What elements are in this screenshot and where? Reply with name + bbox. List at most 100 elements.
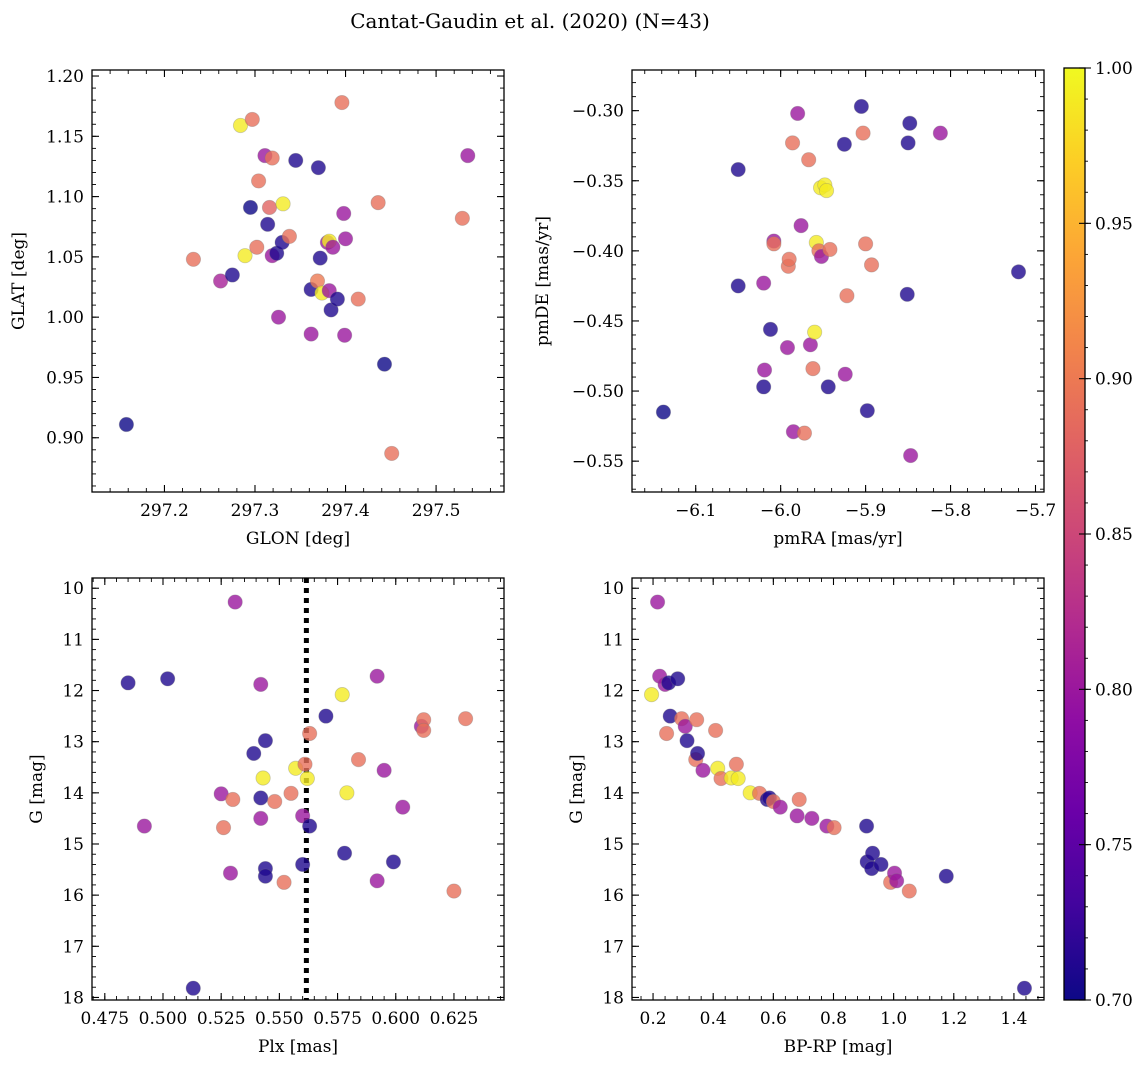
data-point — [253, 810, 269, 827]
data-point — [227, 594, 243, 610]
colorbar-gradient — [1064, 68, 1085, 1000]
x-tick-label: 0.600 — [371, 1009, 420, 1029]
data-point — [801, 152, 817, 168]
data-point — [334, 687, 350, 703]
x-tick-label: 0.4 — [700, 1009, 727, 1029]
y-axis-label: G [mag] — [27, 754, 47, 823]
y-tick-label: 1.15 — [46, 127, 84, 147]
data-point — [212, 273, 229, 289]
x-tick-label: 0.6 — [760, 1009, 787, 1029]
plot-area-sky — [118, 94, 476, 462]
y-tick-label: 11 — [62, 630, 84, 650]
data-point — [237, 248, 253, 264]
x-axis-label: GLON [deg] — [246, 529, 350, 549]
data-point — [246, 745, 262, 762]
data-point — [261, 199, 278, 216]
data-point — [303, 326, 319, 342]
x-axis-label: BP-RP [mag] — [784, 1037, 893, 1057]
x-axis-label: pmRA [mas/yr] — [773, 529, 902, 549]
data-point — [302, 725, 318, 742]
y-tick-label: 1.10 — [46, 188, 84, 208]
data-point — [457, 711, 474, 727]
data-point — [779, 339, 796, 356]
data-point — [251, 173, 267, 189]
data-point — [864, 845, 881, 861]
data-point — [276, 874, 292, 890]
data-point — [336, 845, 353, 861]
data-point — [369, 873, 385, 889]
plot-area-plx — [120, 578, 474, 1000]
data-point — [215, 820, 232, 836]
data-point — [329, 291, 345, 307]
y-tick-label: −0.35 — [572, 172, 624, 192]
data-point — [818, 182, 835, 199]
figure-title: Cantat-Gaudin et al. (2020) (N=43) — [350, 9, 710, 33]
plot-area-cmd — [643, 594, 1033, 996]
data-point — [679, 733, 695, 749]
y-tick-label: 15 — [602, 835, 624, 855]
data-point — [325, 239, 341, 255]
data-point — [318, 708, 334, 724]
data-point — [859, 403, 875, 419]
axes-frame — [631, 69, 1045, 493]
panel-plx: 0.475 0.500 0.525 0.550 0.575 0.600 0.625 10 11 1… — [27, 577, 505, 1057]
data-point — [395, 799, 411, 815]
y-tick-label: −0.50 — [572, 382, 624, 402]
data-point — [337, 327, 353, 343]
data-point — [793, 218, 809, 234]
x-tick-label: 0.625 — [430, 1009, 479, 1029]
data-point — [789, 808, 805, 824]
data-point — [900, 135, 916, 151]
axes-frame — [91, 577, 505, 1001]
data-point — [288, 152, 304, 169]
data-point — [858, 818, 875, 834]
data-point — [334, 94, 350, 111]
x-tick-label: 0.475 — [80, 1009, 129, 1029]
data-point — [446, 883, 462, 899]
data-point — [385, 854, 402, 870]
data-point — [649, 594, 666, 610]
data-point — [369, 668, 385, 684]
data-point — [689, 745, 706, 762]
y-axis-label: pmDE [mas/yr] — [533, 216, 553, 346]
y-axis-label: G [mag] — [567, 754, 587, 823]
y-tick-label: 0.95 — [46, 368, 84, 388]
data-point — [302, 818, 318, 834]
data-point — [839, 288, 855, 304]
data-point — [756, 275, 772, 291]
data-point — [802, 337, 818, 353]
data-point — [901, 883, 917, 899]
data-point — [730, 161, 746, 178]
data-point — [805, 361, 821, 377]
y-tick-label: 14 — [602, 784, 624, 804]
x-tick-label: 297.2 — [140, 501, 189, 521]
data-point — [257, 733, 274, 749]
y-tick-label: 15 — [62, 835, 84, 855]
data-point — [416, 722, 432, 739]
y-axis-label: GLAT [deg] — [9, 232, 29, 330]
colorbar-tick-label: 0.95 — [1095, 214, 1133, 234]
data-point — [120, 675, 136, 691]
data-point — [822, 241, 838, 258]
data-point — [695, 762, 711, 778]
x-tick-label: 0.8 — [820, 1009, 847, 1029]
y-tick-label: 10 — [602, 579, 624, 599]
data-point — [136, 818, 152, 834]
x-tick-label: 1.4 — [1000, 1009, 1027, 1029]
data-point — [339, 785, 355, 801]
x-tick-label: 297.4 — [321, 501, 370, 521]
data-point — [160, 671, 176, 687]
data-point — [244, 111, 260, 128]
data-point — [643, 687, 660, 703]
data-point — [255, 770, 271, 786]
y-tick-label: −0.55 — [572, 452, 624, 472]
colorbar-tick-label: 0.75 — [1095, 836, 1133, 856]
data-point — [350, 751, 367, 768]
data-point — [756, 362, 773, 378]
colorbar-tick-label: 0.85 — [1095, 525, 1133, 545]
data-point — [708, 722, 724, 739]
data-point — [837, 366, 853, 382]
panel-pm: −6.1 −6.0 −5.9 −5.8 −5.7 −0.55 −0.50 −0.45 −0.40… — [533, 69, 1056, 549]
y-tick-label: 12 — [602, 682, 624, 702]
